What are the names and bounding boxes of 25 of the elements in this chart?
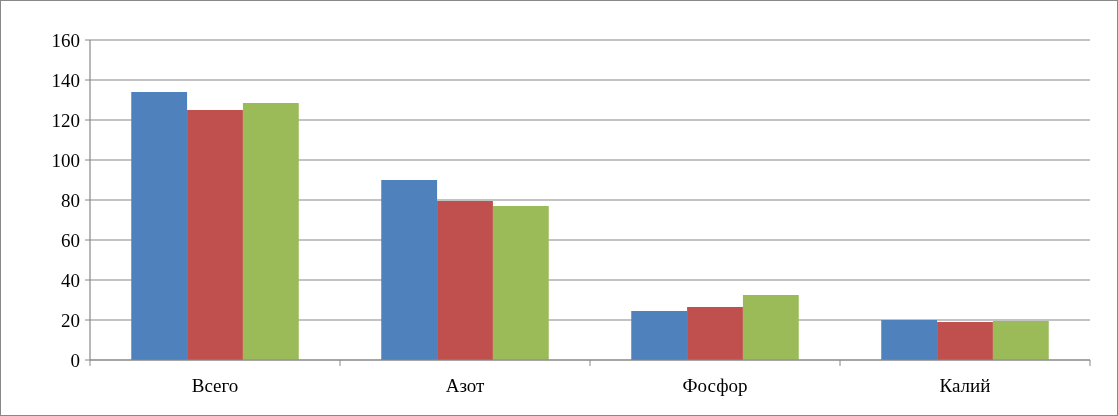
y-tick-label: 20: [61, 309, 80, 331]
y-tick-label: 0: [70, 349, 80, 371]
y-tick-label: 60: [61, 229, 80, 251]
bar: [687, 307, 743, 360]
bar: [881, 320, 938, 360]
bar: [131, 92, 188, 360]
x-tick-label: Азот: [445, 375, 486, 396]
bar: [742, 295, 799, 360]
y-tick-label: 160: [51, 29, 80, 51]
x-tick-label: Фосфор: [682, 375, 748, 396]
y-tick-label: 40: [61, 269, 80, 291]
bar: [492, 206, 549, 360]
bar: [937, 322, 993, 360]
bar: [631, 311, 688, 360]
bar: [242, 103, 299, 360]
bar: [992, 321, 1049, 360]
x-tick-label: Всего: [191, 375, 239, 396]
y-tick-label: 80: [61, 189, 80, 211]
bar: [437, 201, 493, 360]
y-tick-label: 100: [51, 149, 80, 171]
y-tick-label: 140: [51, 69, 80, 91]
x-tick-label: Калий: [939, 375, 991, 396]
y-tick-label: 120: [51, 109, 80, 131]
bar: [187, 110, 243, 360]
bar: [381, 180, 438, 360]
